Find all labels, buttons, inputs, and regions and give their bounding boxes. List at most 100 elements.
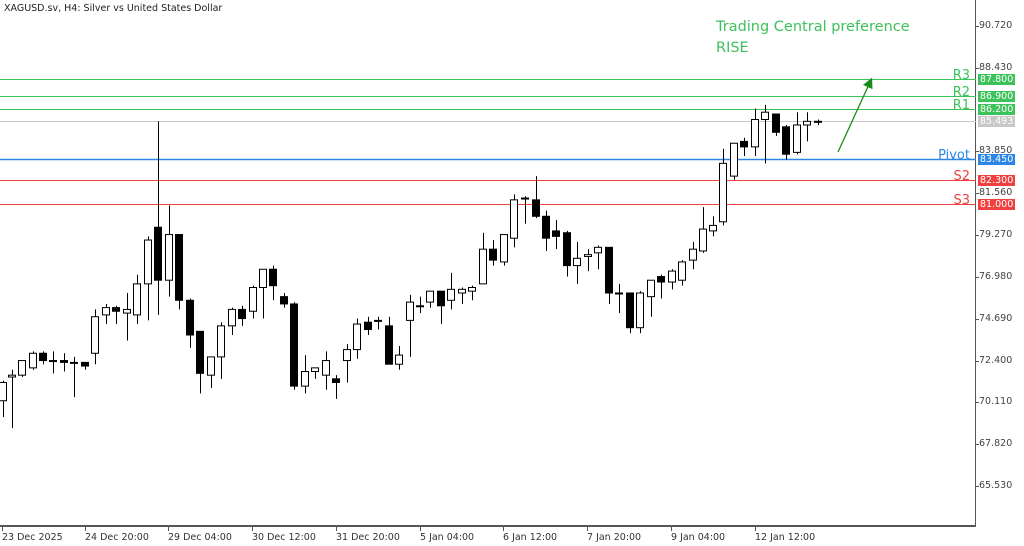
candle — [0, 380, 7, 418]
candle — [761, 104, 769, 164]
candle — [447, 272, 455, 310]
candle — [458, 287, 466, 304]
candle — [81, 361, 89, 370]
candle — [751, 108, 759, 157]
candle — [772, 113, 780, 136]
candle — [395, 345, 403, 370]
candle — [719, 148, 727, 226]
candle — [165, 205, 173, 297]
candle — [542, 210, 550, 251]
price-tick: 83.850 — [974, 145, 1013, 157]
candle — [144, 236, 152, 321]
candle — [552, 219, 560, 250]
candle — [353, 318, 361, 359]
candle — [39, 351, 47, 365]
candle — [259, 268, 267, 319]
candle — [657, 274, 665, 299]
candle — [249, 285, 257, 319]
candle — [730, 142, 738, 180]
price-tick: 88.430 — [974, 61, 1013, 73]
candle — [123, 292, 131, 341]
level-price-tag-last-price: 85.493 — [978, 115, 1015, 127]
price-tick: 72.400 — [974, 354, 1013, 366]
candle — [343, 344, 351, 383]
candle — [133, 274, 141, 325]
chart-area[interactable] — [0, 0, 976, 527]
candle — [563, 230, 571, 277]
candle — [647, 279, 655, 317]
candle — [636, 291, 644, 334]
candle — [290, 302, 298, 390]
candle — [709, 216, 717, 237]
time-tick: 31 Dec 20:00 — [336, 527, 400, 543]
candle — [803, 112, 811, 142]
candle — [70, 356, 78, 398]
candle — [112, 305, 120, 325]
candle — [228, 307, 236, 335]
time-tick: 9 Jan 04:00 — [671, 527, 726, 543]
price-tick: 65.530 — [974, 480, 1013, 492]
candle — [311, 367, 319, 379]
candle — [668, 269, 676, 290]
level-price-tag-r2: 86.900 — [978, 90, 1015, 102]
chart-title: XAGUSD.sv, H4: Silver vs United States D… — [4, 3, 223, 14]
candle — [207, 356, 215, 388]
candle — [301, 355, 309, 394]
trading-central-annotation: Trading Central preference RISE — [716, 17, 910, 59]
candle — [678, 260, 686, 286]
candle — [814, 119, 822, 125]
level-label-r2: R2 — [952, 84, 970, 100]
annotation-line-1: Trading Central preference — [716, 19, 910, 35]
price-tick: 67.820 — [974, 438, 1013, 450]
candle — [573, 241, 581, 284]
candle — [29, 351, 37, 370]
level-price-tag-pivot: 83.450 — [978, 153, 1015, 165]
price-tick: 90.720 — [974, 20, 1013, 31]
candle — [322, 351, 330, 390]
candle — [584, 249, 592, 272]
price-tick: 81.560 — [974, 187, 1013, 199]
price-tick: 79.270 — [974, 229, 1013, 241]
level-price-tag-r1: 86.200 — [978, 103, 1015, 115]
candle — [416, 296, 424, 314]
candle — [49, 351, 57, 374]
time-tick: 29 Dec 04:00 — [168, 527, 232, 543]
candle — [196, 330, 204, 394]
candle — [479, 232, 487, 285]
rise-arrow-icon — [837, 77, 873, 153]
candle — [426, 290, 434, 308]
candle — [468, 285, 476, 301]
candle — [689, 241, 697, 270]
level-label-r3: R3 — [952, 67, 970, 83]
time-tick: 12 Jan 12:00 — [755, 527, 816, 543]
time-tick: 6 Jan 12:00 — [503, 527, 558, 543]
candle — [60, 353, 68, 372]
candle — [532, 176, 540, 219]
candle — [594, 245, 602, 270]
candle — [500, 234, 508, 266]
candle — [626, 292, 634, 334]
candle — [437, 290, 445, 325]
candle — [175, 234, 183, 310]
level-label-s2: S2 — [953, 168, 970, 184]
time-tick: 24 Dec 20:00 — [85, 527, 149, 543]
candle — [280, 292, 288, 308]
candle — [238, 305, 246, 326]
candle — [782, 124, 790, 160]
price-tick: 70.110 — [974, 396, 1013, 408]
candle — [102, 303, 110, 325]
price-tick: 74.690 — [974, 312, 1013, 324]
level-price-tag-s3: 81.000 — [978, 198, 1015, 210]
time-tick: 7 Jan 20:00 — [587, 527, 642, 543]
candle — [8, 369, 16, 429]
candle — [740, 137, 748, 157]
candle — [489, 240, 497, 266]
time-tick: 23 Dec 2025 — [2, 527, 63, 543]
price-tick: 76.980 — [974, 270, 1013, 282]
candle — [364, 316, 372, 335]
level-label-s3: S3 — [953, 192, 970, 208]
level-price-tag-r3: 87.800 — [978, 73, 1015, 85]
candle — [521, 196, 529, 224]
candle — [186, 298, 194, 348]
